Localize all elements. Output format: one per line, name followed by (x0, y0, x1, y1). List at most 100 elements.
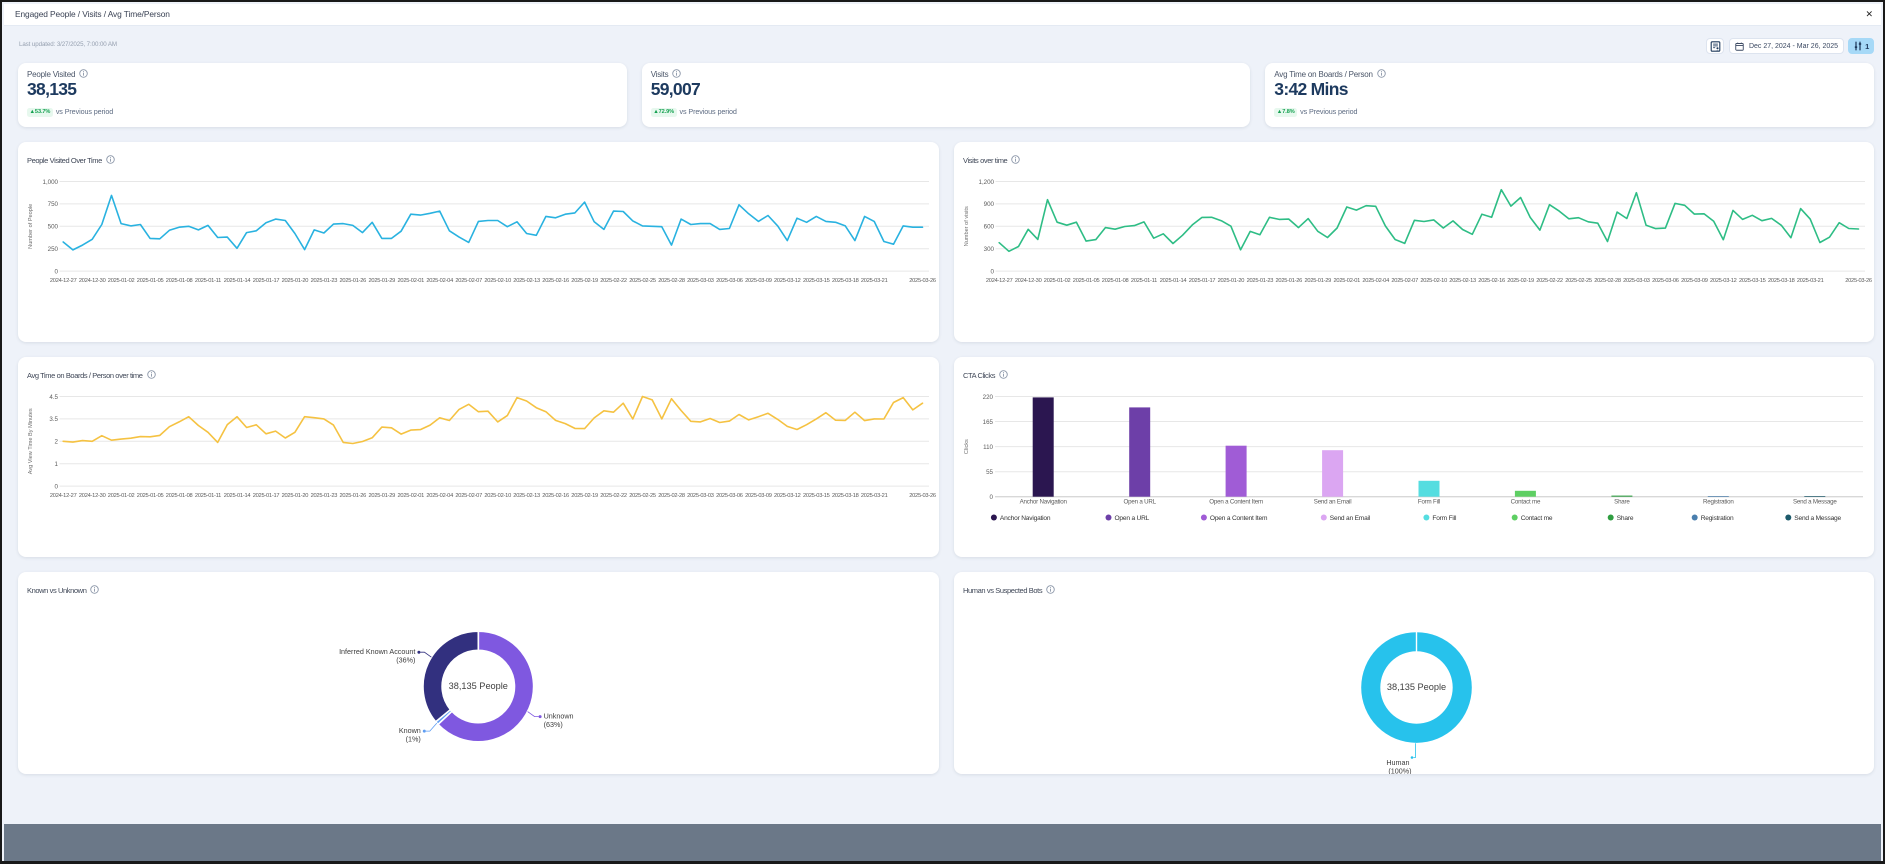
svg-text:2025-02-19: 2025-02-19 (571, 278, 598, 284)
svg-text:2025-02-07: 2025-02-07 (455, 278, 482, 284)
svg-text:2025-03-09: 2025-03-09 (745, 278, 772, 284)
svg-text:0: 0 (991, 268, 995, 275)
svg-text:2025-01-20: 2025-01-20 (282, 493, 309, 499)
svg-text:2025-03-18: 2025-03-18 (832, 493, 859, 499)
svg-text:2025-02-25: 2025-02-25 (629, 493, 656, 499)
svg-text:38,135 People: 38,135 People (449, 681, 508, 691)
svg-text:2025-01-26: 2025-01-26 (340, 278, 367, 284)
svg-text:Inferred Known Account: Inferred Known Account (339, 647, 415, 656)
svg-text:2024-12-27: 2024-12-27 (50, 278, 77, 284)
svg-text:1,200: 1,200 (979, 179, 995, 186)
svg-text:2025-03-15: 2025-03-15 (803, 493, 830, 499)
svg-text:2024-12-27: 2024-12-27 (986, 278, 1013, 284)
svg-text:2025-01-11: 2025-01-11 (195, 278, 221, 284)
svg-text:Number of visits: Number of visits (964, 206, 970, 246)
svg-text:Registration: Registration (1701, 515, 1734, 522)
svg-text:2025-03-03: 2025-03-03 (687, 278, 714, 284)
svg-text:600: 600 (984, 224, 995, 231)
svg-text:Anchor Navigation: Anchor Navigation (1020, 499, 1068, 506)
svg-text:2025-01-26: 2025-01-26 (340, 493, 367, 499)
svg-text:2025-01-17: 2025-01-17 (1189, 278, 1216, 284)
svg-text:2025-03-03: 2025-03-03 (1623, 278, 1650, 284)
svg-text:2025-03-26: 2025-03-26 (909, 493, 936, 499)
svg-text:Number of People: Number of People (28, 204, 34, 249)
svg-text:2025-02-01: 2025-02-01 (398, 278, 425, 284)
svg-text:Form Fill: Form Fill (1432, 515, 1457, 522)
svg-text:2025-03-18: 2025-03-18 (1768, 278, 1795, 284)
svg-text:Open a Content Item: Open a Content Item (1209, 499, 1263, 506)
svg-text:2025-03-26: 2025-03-26 (1845, 278, 1872, 284)
svg-text:2025-01-29: 2025-01-29 (1305, 278, 1332, 284)
svg-text:2025-03-26: 2025-03-26 (909, 278, 936, 284)
svg-text:2025-02-07: 2025-02-07 (455, 493, 482, 499)
svg-text:2025-02-19: 2025-02-19 (571, 493, 598, 499)
svg-text:2024-12-27: 2024-12-27 (50, 493, 77, 499)
svg-text:2025-02-01: 2025-02-01 (398, 493, 425, 499)
svg-text:Known: Known (399, 726, 421, 735)
svg-text:2025-02-25: 2025-02-25 (629, 278, 656, 284)
svg-text:300: 300 (984, 246, 995, 253)
svg-text:2025-01-02: 2025-01-02 (1044, 278, 1071, 284)
svg-text:2025-01-02: 2025-01-02 (108, 493, 135, 499)
svg-text:2025-02-07: 2025-02-07 (1391, 278, 1418, 284)
svg-text:2025-02-04: 2025-02-04 (1362, 278, 1389, 284)
svg-text:2025-02-13: 2025-02-13 (1449, 278, 1476, 284)
svg-text:(100%): (100%) (1388, 767, 1411, 775)
svg-text:2025-01-29: 2025-01-29 (369, 278, 396, 284)
svg-text:2: 2 (55, 439, 59, 446)
svg-text:500: 500 (48, 224, 59, 231)
svg-text:2025-01-11: 2025-01-11 (195, 493, 221, 499)
svg-text:2025-02-28: 2025-02-28 (1594, 278, 1621, 284)
svg-text:0: 0 (55, 483, 59, 490)
svg-text:Share: Share (1614, 499, 1630, 506)
svg-text:2025-01-08: 2025-01-08 (166, 278, 193, 284)
svg-text:2025-02-10: 2025-02-10 (484, 493, 511, 499)
svg-text:Avg View Time By Minutes: Avg View Time By Minutes (28, 408, 34, 474)
svg-text:2025-02-16: 2025-02-16 (1478, 278, 1505, 284)
svg-text:4.5: 4.5 (49, 394, 58, 401)
svg-text:2025-01-05: 2025-01-05 (137, 493, 164, 499)
svg-text:2024-12-30: 2024-12-30 (79, 493, 106, 499)
svg-text:2025-01-20: 2025-01-20 (1218, 278, 1245, 284)
svg-text:Form Fill: Form Fill (1418, 499, 1440, 506)
svg-text:1: 1 (55, 461, 59, 468)
svg-text:2025-03-06: 2025-03-06 (716, 493, 743, 499)
svg-text:2025-03-03: 2025-03-03 (687, 493, 714, 499)
svg-text:2024-12-30: 2024-12-30 (1015, 278, 1042, 284)
svg-text:2025-02-22: 2025-02-22 (1536, 278, 1563, 284)
svg-text:2025-01-17: 2025-01-17 (253, 278, 280, 284)
svg-text:2025-01-08: 2025-01-08 (166, 493, 193, 499)
svg-text:2025-01-23: 2025-01-23 (311, 278, 338, 284)
svg-text:2025-01-14: 2025-01-14 (224, 493, 251, 499)
svg-text:2025-02-25: 2025-02-25 (1565, 278, 1592, 284)
svg-text:2025-03-18: 2025-03-18 (832, 278, 859, 284)
svg-text:2025-03-15: 2025-03-15 (1739, 278, 1766, 284)
svg-text:Share: Share (1617, 515, 1634, 522)
svg-text:2025-02-19: 2025-02-19 (1507, 278, 1534, 284)
svg-text:2025-01-02: 2025-01-02 (108, 278, 135, 284)
svg-text:1,000: 1,000 (43, 179, 59, 186)
svg-text:0: 0 (55, 268, 59, 275)
svg-text:2025-02-10: 2025-02-10 (484, 278, 511, 284)
svg-text:2025-03-21: 2025-03-21 (861, 278, 888, 284)
svg-text:2025-02-16: 2025-02-16 (542, 493, 569, 499)
svg-text:2025-02-16: 2025-02-16 (542, 278, 569, 284)
svg-text:165: 165 (983, 419, 994, 426)
svg-text:55: 55 (986, 469, 993, 476)
svg-text:(36%): (36%) (396, 656, 415, 665)
svg-text:2025-01-17: 2025-01-17 (253, 493, 280, 499)
svg-text:2024-12-30: 2024-12-30 (79, 278, 106, 284)
svg-text:2025-01-08: 2025-01-08 (1102, 278, 1129, 284)
svg-text:2025-03-09: 2025-03-09 (745, 493, 772, 499)
svg-text:2025-01-26: 2025-01-26 (1276, 278, 1303, 284)
svg-text:(1%): (1%) (406, 735, 421, 744)
svg-text:2025-02-01: 2025-02-01 (1334, 278, 1361, 284)
svg-text:Anchor Navigation: Anchor Navigation (1000, 515, 1051, 522)
svg-text:750: 750 (48, 201, 59, 208)
svg-text:2025-01-14: 2025-01-14 (1160, 278, 1187, 284)
svg-text:2025-03-06: 2025-03-06 (716, 278, 743, 284)
svg-text:2025-01-11: 2025-01-11 (1131, 278, 1157, 284)
svg-text:2025-03-12: 2025-03-12 (774, 493, 801, 499)
svg-text:2025-01-05: 2025-01-05 (1073, 278, 1100, 284)
svg-text:2025-03-12: 2025-03-12 (774, 278, 801, 284)
